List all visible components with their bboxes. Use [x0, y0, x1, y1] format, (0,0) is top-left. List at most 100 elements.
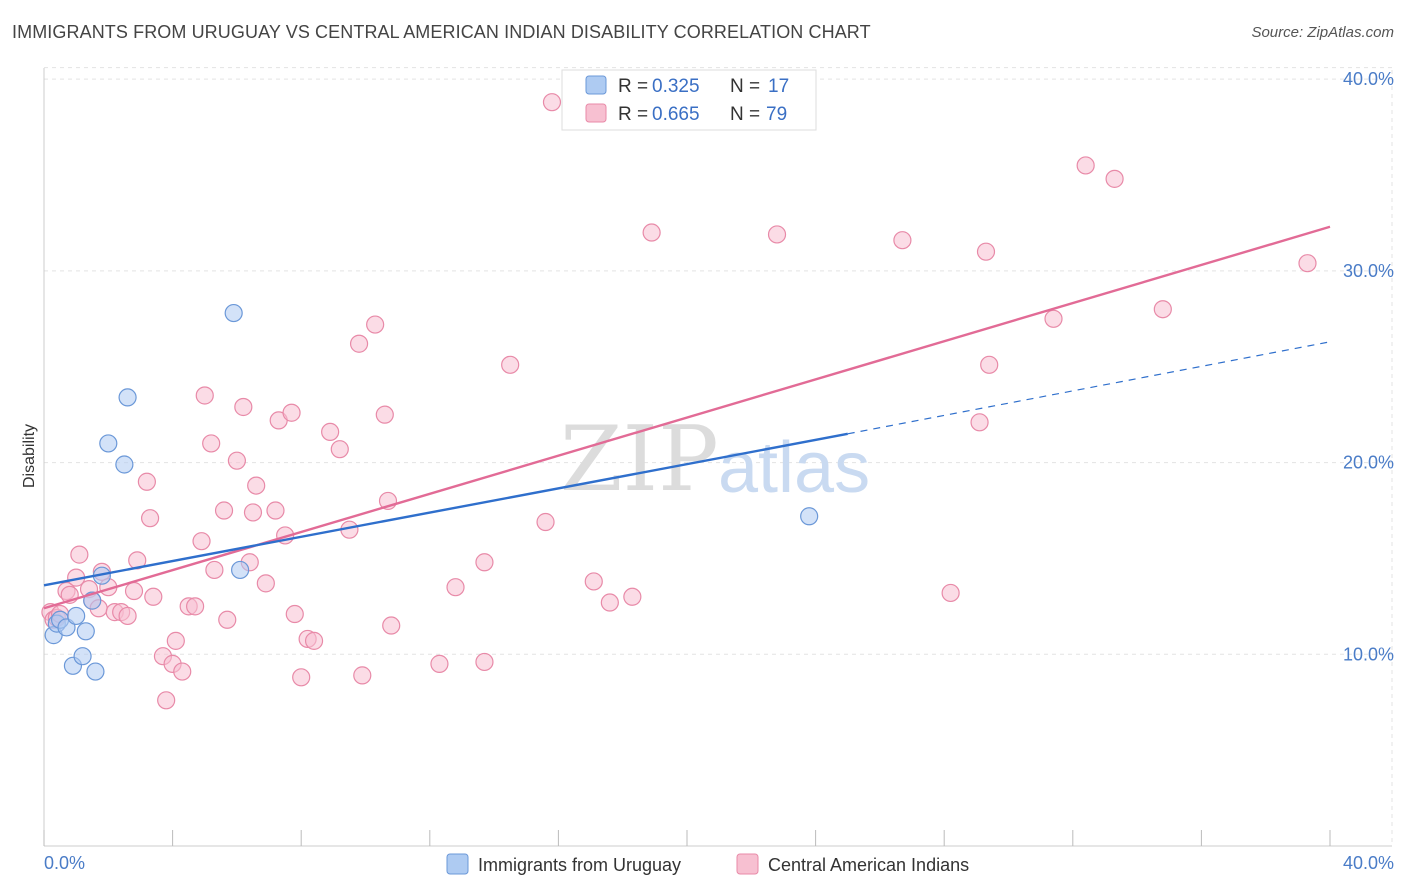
central-american-point-24: [166, 631, 185, 650]
central-american-point-54: [375, 405, 394, 424]
central-american-point-39: [256, 574, 275, 593]
central-american-point-78: [1298, 254, 1317, 273]
central-american-point-63: [542, 93, 562, 112]
bottom-legend: Immigrants from Uruguay Central American…: [446, 853, 969, 875]
central-american-point-20: [144, 587, 163, 606]
series-uruguay-points: [44, 303, 819, 681]
axes: [43, 68, 1392, 847]
legend-r-label-2: R =: [618, 104, 648, 125]
central-american-point-67: [642, 223, 661, 242]
central-american-point-77: [1153, 300, 1172, 319]
uruguay-point-11: [99, 434, 118, 453]
legend: R = 0.325 N = 17 R = 0.665 N = 79: [561, 69, 817, 131]
central-american-point-30: [202, 434, 221, 453]
central-american-point-56: [382, 616, 401, 635]
central-american-point-76: [1105, 169, 1124, 188]
central-american-point-38: [247, 476, 266, 495]
central-american-point-73: [980, 355, 999, 374]
central-american-point-62: [536, 512, 555, 532]
central-american-point-49: [330, 440, 349, 459]
central-american-point-51: [349, 334, 369, 353]
central-american-point-16: [124, 581, 144, 601]
central-american-point-27: [186, 597, 205, 616]
central-american-point-25: [173, 662, 192, 681]
y-axis-title: Disability: [21, 424, 38, 488]
central-american-point-31: [205, 560, 224, 580]
x-tick-label-0: 0.0%: [44, 853, 85, 873]
central-american-point-19: [140, 509, 160, 528]
central-american-point-69: [893, 231, 912, 250]
central-american-point-35: [234, 397, 253, 417]
bottom-legend-swatch-uruguay: [446, 853, 469, 875]
legend-swatch-uruguay: [585, 75, 607, 95]
grid-lines: [44, 67, 1393, 846]
uruguay-point-7: [76, 622, 95, 641]
central-american-point-47: [304, 631, 324, 650]
central-american-point-66: [623, 587, 642, 606]
central-american-point-29: [195, 386, 214, 405]
central-american-point-18: [137, 472, 156, 491]
central-american-point-43: [282, 403, 301, 422]
trend-lines: [43, 225, 1331, 610]
central-american-point-65: [600, 593, 619, 612]
central-american-point-22: [157, 691, 176, 710]
y-axis-title-group: Disability: [21, 424, 38, 488]
bottom-legend-label-central-american: Central American Indians: [768, 855, 969, 875]
central-american-point-28: [192, 532, 211, 551]
central-american-point-59: [475, 553, 494, 572]
central-american-point-48: [321, 422, 340, 442]
central-american-point-70: [941, 583, 960, 603]
y-tick-label-1: 20.0%: [1343, 453, 1394, 473]
central-american-point-45: [292, 668, 311, 687]
central-american-point-44: [285, 604, 304, 624]
uruguay-point-6: [73, 647, 92, 666]
y-tick-label-0: 10.0%: [1343, 644, 1394, 664]
central-american-point-40: [266, 501, 285, 520]
central-american-point-32: [214, 501, 234, 520]
source-credit: Source: ZipAtlas.com: [1251, 24, 1394, 41]
central-american-point-60: [475, 652, 494, 672]
central-american-point-52: [353, 666, 372, 685]
series-central-american-indians-points: [41, 93, 1317, 710]
legend-n-value-2: 79: [766, 104, 787, 125]
central-american-point-58: [446, 578, 465, 597]
central-american-point-34: [227, 451, 246, 470]
central-american-point-68: [767, 225, 787, 244]
chart-title: IMMIGRANTS FROM URUGUAY VS CENTRAL AMERI…: [12, 22, 871, 42]
central-american-point-61: [501, 355, 520, 374]
trend-line-uruguay: [43, 432, 848, 587]
x-tick-labels: 0.0% 40.0%: [44, 853, 1394, 873]
central-american-point-74: [1044, 309, 1063, 328]
uruguay-point-16: [800, 507, 819, 526]
central-american-point-15: [118, 606, 137, 626]
watermark: ZIP atlas: [560, 407, 870, 512]
uruguay-point-14: [224, 303, 243, 323]
legend-r-label-1: R =: [618, 76, 648, 97]
central-american-point-53: [366, 315, 385, 334]
legend-n-label-2: N =: [730, 104, 760, 125]
watermark-atlas: atlas: [718, 428, 870, 508]
central-american-point-57: [430, 654, 449, 673]
central-american-point-37: [243, 503, 263, 522]
legend-n-value-1: 17: [768, 76, 789, 97]
uruguay-point-8: [86, 662, 105, 681]
central-american-point-75: [1076, 156, 1095, 175]
bottom-legend-swatch-central-american: [736, 853, 759, 875]
central-american-point-7: [70, 545, 89, 564]
trend-line-central-american: [43, 225, 1331, 610]
legend-r-value-2: 0.665: [652, 104, 700, 125]
legend-n-label-1: N =: [730, 76, 760, 97]
uruguay-point-15: [231, 560, 250, 580]
bottom-legend-label-uruguay: Immigrants from Uruguay: [478, 855, 681, 875]
central-american-point-72: [976, 242, 996, 261]
trend-line-uruguay-extension: [847, 341, 1331, 435]
x-tick-label-1: 40.0%: [1343, 853, 1394, 873]
watermark-zip: ZIP: [560, 407, 719, 512]
legend-r-value-1: 0.325: [652, 76, 700, 97]
y-tick-label-3: 40.0%: [1343, 69, 1394, 89]
y-tick-labels: 10.0% 20.0% 30.0% 40.0%: [1343, 69, 1394, 664]
legend-swatch-central-american: [585, 103, 607, 123]
uruguay-point-12: [115, 455, 134, 474]
y-tick-label-2: 30.0%: [1343, 261, 1394, 281]
central-american-point-71: [970, 413, 989, 432]
